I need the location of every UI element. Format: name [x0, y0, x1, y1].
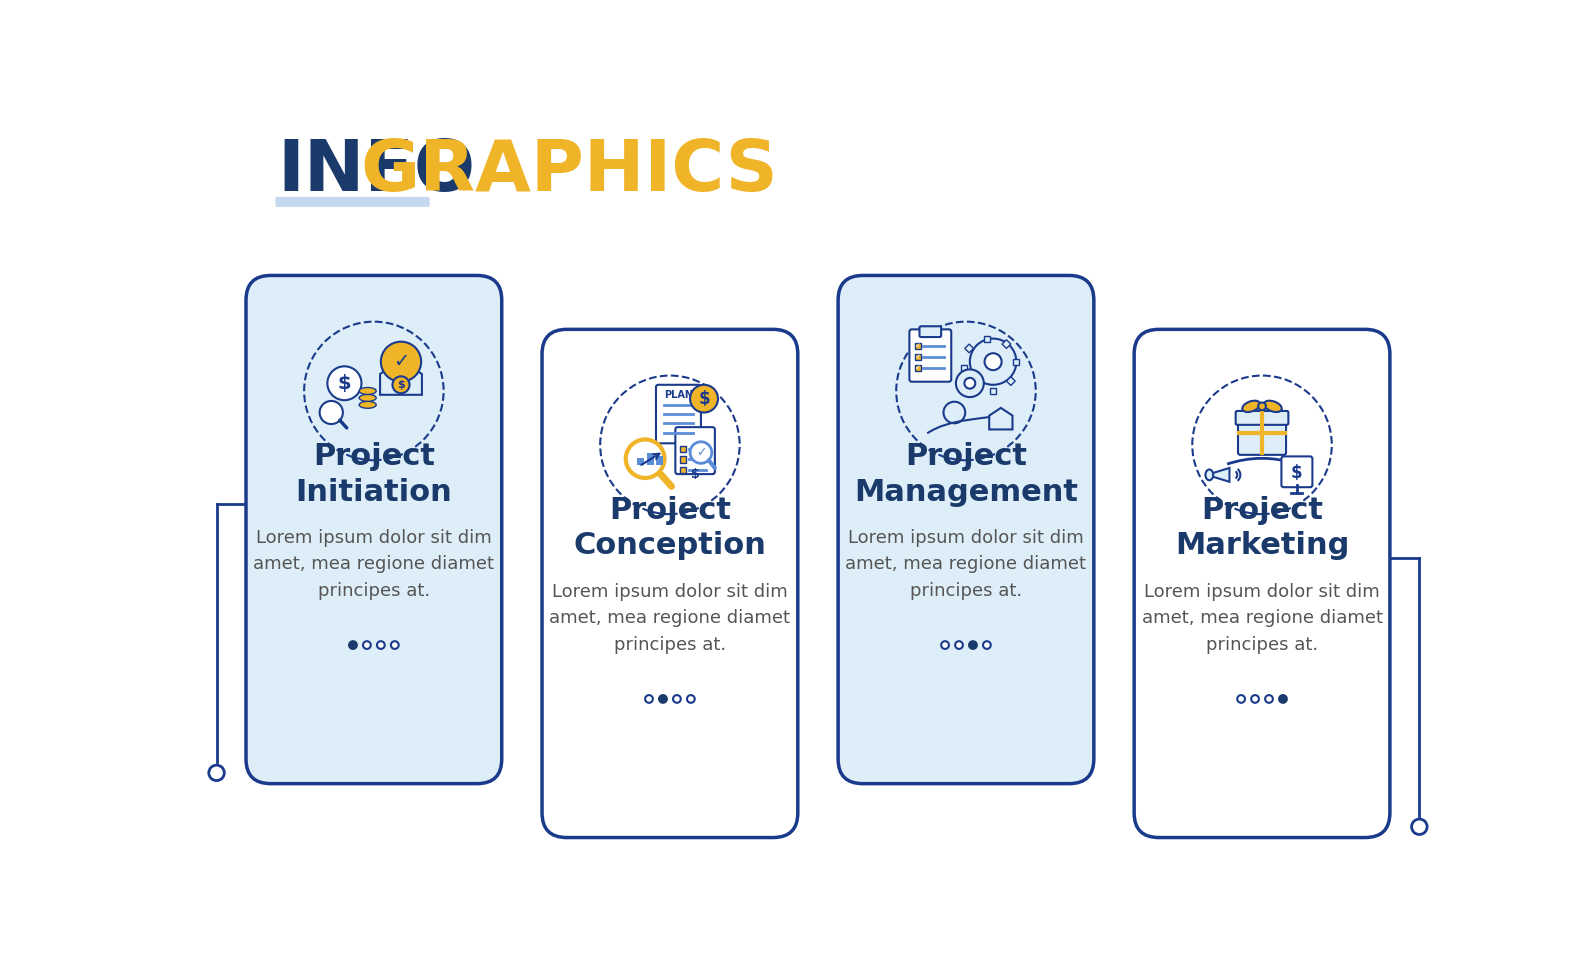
Circle shape	[1266, 695, 1274, 703]
Text: $: $	[691, 467, 701, 480]
Text: Lorem ipsum dolor sit dim
amet, mea regione diamet
principes at.: Lorem ipsum dolor sit dim amet, mea regi…	[254, 529, 495, 600]
Ellipse shape	[1264, 401, 1282, 412]
Circle shape	[209, 765, 225, 780]
Text: $: $	[697, 390, 710, 408]
FancyBboxPatch shape	[675, 427, 715, 474]
Text: Project
Initiation: Project Initiation	[295, 442, 452, 507]
Circle shape	[1237, 695, 1245, 703]
Bar	[961, 365, 967, 370]
Circle shape	[1251, 695, 1259, 703]
FancyBboxPatch shape	[656, 385, 701, 443]
Polygon shape	[380, 360, 421, 395]
Circle shape	[327, 367, 361, 400]
Bar	[969, 381, 978, 390]
FancyBboxPatch shape	[656, 457, 662, 465]
FancyBboxPatch shape	[1235, 411, 1288, 425]
Circle shape	[970, 338, 1017, 385]
Text: GRAPHICS: GRAPHICS	[361, 137, 779, 206]
Circle shape	[391, 641, 399, 649]
FancyBboxPatch shape	[919, 326, 942, 337]
Circle shape	[985, 353, 1002, 370]
Circle shape	[954, 641, 962, 649]
Ellipse shape	[359, 394, 377, 402]
Bar	[680, 467, 686, 473]
Ellipse shape	[1205, 469, 1213, 480]
FancyBboxPatch shape	[910, 329, 951, 381]
Text: ✓: ✓	[915, 354, 921, 360]
FancyBboxPatch shape	[637, 458, 645, 465]
Text: PLAN: PLAN	[664, 390, 693, 400]
Circle shape	[689, 442, 712, 464]
Bar	[680, 446, 686, 452]
Bar	[915, 354, 921, 360]
FancyBboxPatch shape	[246, 275, 501, 784]
Bar	[915, 365, 921, 370]
FancyBboxPatch shape	[1282, 457, 1312, 487]
Text: Project
Marketing: Project Marketing	[1175, 496, 1349, 561]
Circle shape	[350, 641, 358, 649]
Bar	[1002, 340, 1010, 349]
Ellipse shape	[1242, 401, 1261, 412]
Text: Lorem ipsum dolor sit dim
amet, mea regione diamet
principes at.: Lorem ipsum dolor sit dim amet, mea regi…	[1141, 583, 1382, 654]
Polygon shape	[990, 408, 1012, 429]
Ellipse shape	[359, 402, 377, 409]
Text: $: $	[397, 380, 405, 390]
Text: Lorem ipsum dolor sit dim
amet, mea regione diamet
principes at.: Lorem ipsum dolor sit dim amet, mea regi…	[549, 583, 790, 654]
Text: INFO: INFO	[278, 137, 476, 206]
Bar	[915, 343, 921, 349]
Bar	[680, 457, 686, 463]
Circle shape	[362, 641, 370, 649]
Circle shape	[393, 376, 410, 393]
Circle shape	[381, 342, 421, 381]
Bar	[966, 344, 974, 353]
Bar	[990, 388, 996, 394]
Circle shape	[964, 378, 975, 389]
Polygon shape	[1210, 468, 1229, 482]
FancyBboxPatch shape	[1135, 329, 1390, 838]
Circle shape	[686, 695, 694, 703]
Text: ✓: ✓	[915, 343, 921, 349]
Circle shape	[942, 641, 950, 649]
Bar	[1013, 359, 1020, 365]
Text: $: $	[1291, 464, 1302, 481]
FancyBboxPatch shape	[543, 329, 798, 838]
Text: ✓: ✓	[915, 365, 921, 370]
FancyBboxPatch shape	[1238, 416, 1286, 455]
Circle shape	[969, 641, 977, 649]
FancyBboxPatch shape	[646, 453, 654, 465]
FancyBboxPatch shape	[276, 197, 429, 207]
Circle shape	[983, 641, 991, 649]
Text: ✓: ✓	[393, 352, 409, 371]
Circle shape	[956, 369, 983, 397]
Text: Lorem ipsum dolor sit dim
amet, mea regione diamet
principes at.: Lorem ipsum dolor sit dim amet, mea regi…	[846, 529, 1087, 600]
Circle shape	[689, 385, 718, 413]
Circle shape	[674, 695, 681, 703]
Circle shape	[377, 641, 385, 649]
Circle shape	[626, 439, 664, 478]
Circle shape	[943, 402, 966, 423]
Text: Project
Conception: Project Conception	[573, 496, 766, 561]
Bar	[1007, 376, 1015, 385]
FancyBboxPatch shape	[838, 275, 1093, 784]
Text: Project
Management: Project Management	[854, 442, 1077, 507]
Circle shape	[645, 695, 653, 703]
Bar	[983, 335, 990, 342]
Circle shape	[1278, 695, 1286, 703]
Circle shape	[659, 695, 667, 703]
Ellipse shape	[359, 387, 377, 394]
Circle shape	[1411, 819, 1427, 834]
Text: $: $	[338, 373, 351, 393]
Circle shape	[319, 401, 343, 424]
Text: ✓: ✓	[696, 446, 705, 459]
Circle shape	[1258, 403, 1266, 411]
